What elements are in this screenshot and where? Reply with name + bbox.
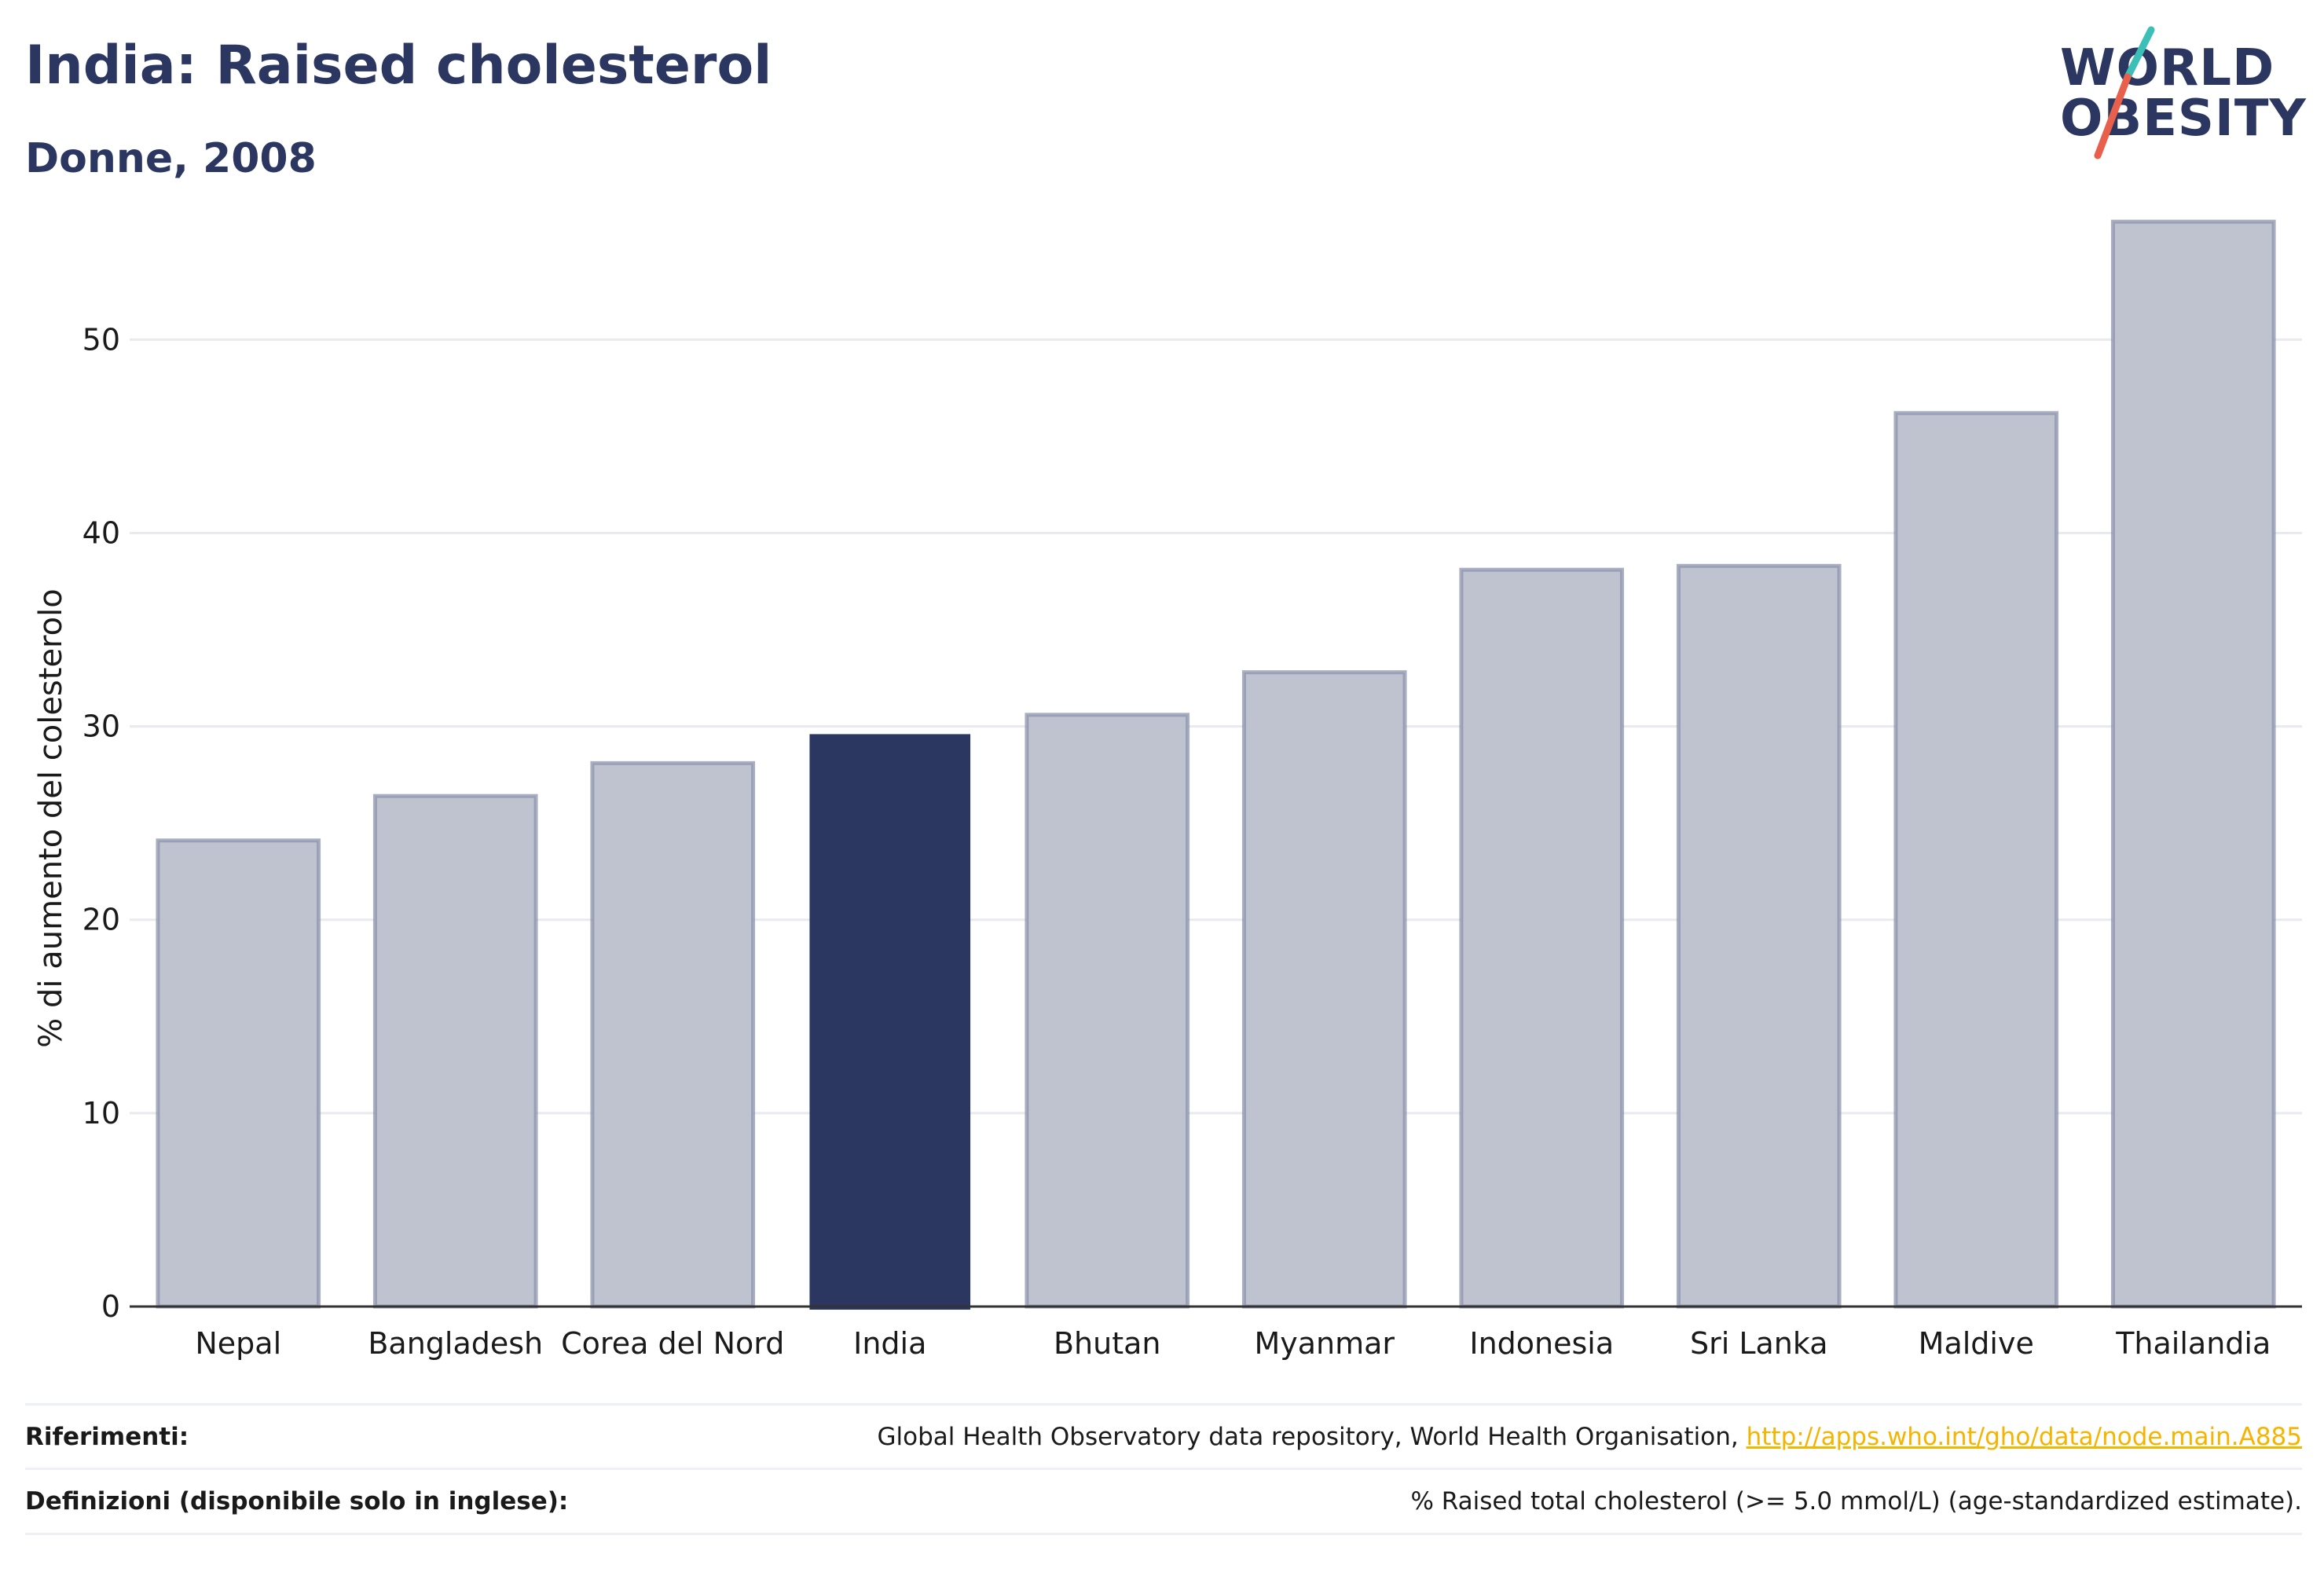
bar-bhutan (1025, 713, 1190, 1309)
references-label: Riferimenti: (25, 1423, 189, 1451)
footer-definitions-row: Definizioni (disponibile solo in inglese… (25, 1468, 2302, 1535)
x-tick-label: Maldive (1919, 1326, 2034, 1361)
logo-slash-icon (2094, 26, 2155, 159)
bar-sri-lanka (1676, 563, 1842, 1309)
y-axis-title: % di aumento del colesterolo (33, 588, 69, 1047)
bar-thailandia (2110, 219, 2276, 1309)
y-tick-label: 0 (101, 1289, 120, 1324)
axes: 0 10 20 30 40 50 Nepal Bangladesh Corea del Nord… (82, 322, 2302, 1361)
chart-title: India: Raised cholesterol (25, 35, 772, 97)
x-tick-label: Sri Lanka (1690, 1326, 1828, 1361)
y-tick-label: 50 (82, 322, 120, 357)
definitions-value: % Raised total cholesterol (>= 5.0 mmol/… (1410, 1487, 2302, 1516)
references-text: Global Health Observatory data repositor… (877, 1423, 1747, 1451)
y-tick-label: 40 (82, 515, 120, 550)
definitions-label: Definizioni (disponibile solo in inglese… (25, 1487, 569, 1516)
y-tick-label: 30 (82, 709, 120, 744)
bar-bangladesh (372, 793, 538, 1309)
x-tick-label: Indonesia (1469, 1326, 1614, 1361)
x-tick-label: Thailandia (2115, 1326, 2271, 1361)
y-tick-label: 10 (82, 1096, 120, 1131)
y-tick-label: 20 (82, 903, 120, 937)
x-tick-label: Myanmar (1254, 1326, 1395, 1361)
x-tick-label: Corea del Nord (561, 1326, 784, 1361)
footer-references-row: Riferimenti: Global Health Observatory d… (25, 1403, 2302, 1468)
bar-myanmar (1241, 670, 1407, 1309)
references-value: Global Health Observatory data repositor… (878, 1423, 2302, 1451)
x-tick-label: Bangladesh (368, 1326, 543, 1361)
bars (156, 219, 2276, 1310)
world-obesity-logo: WORLD OBESITY (2043, 24, 2310, 165)
bar-maldive (1893, 411, 2059, 1309)
bar-india (809, 734, 971, 1310)
bar-indonesia (1459, 567, 1625, 1309)
bar-nepal (156, 838, 321, 1309)
bar-chart: 0 10 20 30 40 50 Nepal Bangladesh Corea del Nord… (33, 219, 2302, 1361)
bar-corea-del-nord (590, 761, 756, 1309)
chart-subtitle: Donne, 2008 (25, 135, 317, 182)
references-link[interactable]: http://apps.who.int/gho/data/node.main.A… (1746, 1423, 2302, 1451)
x-tick-label: India (853, 1326, 926, 1361)
x-tick-label: Nepal (195, 1326, 281, 1361)
logo-line-1: WORLD (2060, 39, 2275, 97)
x-tick-label: Bhutan (1054, 1326, 1161, 1361)
